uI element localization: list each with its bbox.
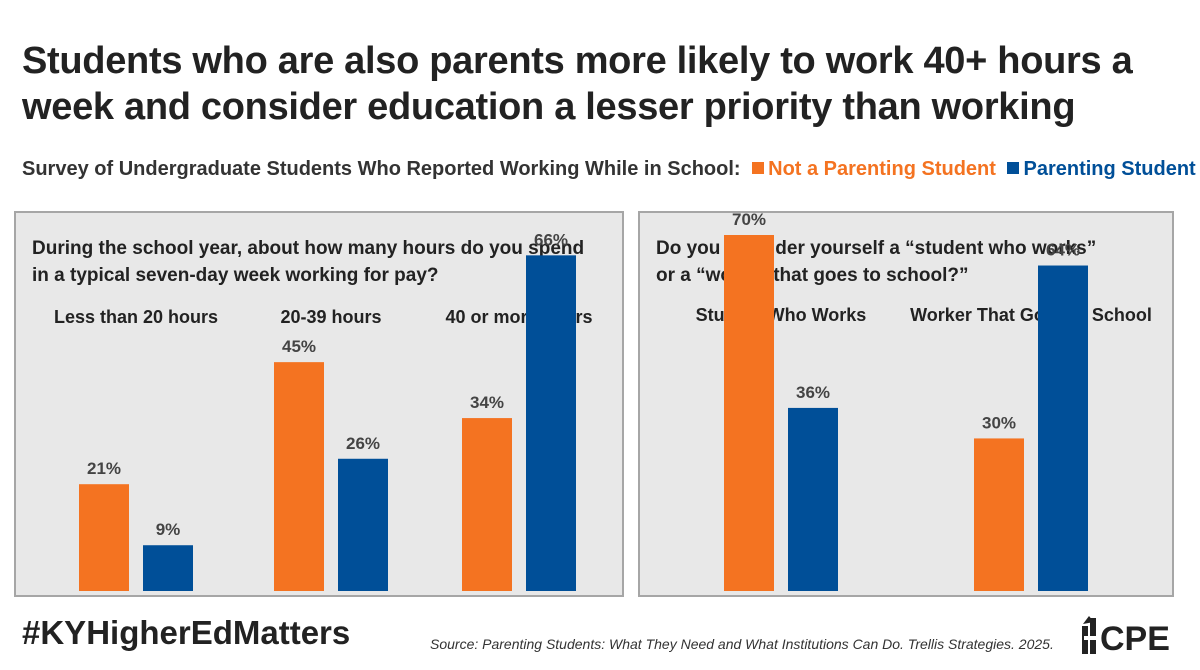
chart-panel-identity: Do you consider yourself a “student who … bbox=[638, 211, 1174, 597]
bar-chart-identity: Student Who Works 70% 36% Worker That Goes … bbox=[696, 213, 1152, 591]
legend-item-parenting: Parenting Student bbox=[1007, 158, 1196, 180]
bar-not-parenting bbox=[724, 235, 774, 591]
bar-parenting bbox=[1038, 265, 1088, 591]
bar-not-parenting bbox=[974, 438, 1024, 591]
bar-not-parenting bbox=[79, 484, 129, 591]
panel-question: During the school year, about how many h… bbox=[32, 235, 584, 289]
legend-prefix: Survey of Undergraduate Students Who Rep… bbox=[22, 158, 741, 180]
data-label: 9% bbox=[156, 520, 181, 539]
legend-label-not-parenting: Not a Parenting Student bbox=[768, 158, 996, 180]
legend: Survey of Undergraduate Students Who Rep… bbox=[22, 158, 1196, 181]
logo-text: CPE bbox=[1100, 620, 1170, 656]
category-label: 20-39 hours bbox=[280, 307, 381, 327]
bar-parenting bbox=[143, 545, 193, 591]
panel-question-line: During the school year, about how many h… bbox=[32, 238, 585, 259]
data-label: 34% bbox=[470, 393, 504, 412]
category-label: Worker That Goes to School bbox=[910, 305, 1152, 325]
source-note: Source: Parenting Students: What They Ne… bbox=[430, 636, 1054, 652]
category-label: Student Who Works bbox=[696, 305, 867, 325]
data-label: 30% bbox=[982, 413, 1016, 432]
data-label: 26% bbox=[346, 434, 380, 453]
hashtag: #KYHigherEdMatters bbox=[22, 614, 351, 651]
panel-question-line: in a typical seven-day week working for … bbox=[32, 265, 439, 286]
bar-parenting bbox=[788, 407, 838, 591]
data-label: 66% bbox=[534, 230, 568, 249]
bar-chart-hours: Less than 20 hours 21% 9% 20-39 hours 45% 26%… bbox=[54, 230, 593, 591]
bar-parenting bbox=[338, 458, 388, 591]
legend-swatch-parenting bbox=[1007, 162, 1020, 174]
bar-parenting bbox=[526, 255, 576, 591]
legend-label-parenting: Parenting Student bbox=[1023, 158, 1196, 180]
bar-not-parenting bbox=[274, 362, 324, 591]
data-label: 64% bbox=[1046, 241, 1080, 260]
data-label: 45% bbox=[282, 337, 316, 356]
chart-panel-hours: During the school year, about how many h… bbox=[14, 211, 624, 597]
chart-title: Students who are also parents more likel… bbox=[22, 40, 1133, 128]
data-label: 36% bbox=[796, 383, 830, 402]
logo-mark-icon bbox=[1082, 616, 1098, 654]
legend-item-not-parenting: Not a Parenting Student bbox=[752, 158, 1001, 180]
cpe-logo: CPE bbox=[1082, 616, 1170, 656]
data-label: 21% bbox=[87, 459, 121, 478]
bar-not-parenting bbox=[462, 418, 512, 591]
legend-swatch-not-parenting bbox=[752, 162, 765, 174]
category-label: Less than 20 hours bbox=[54, 307, 218, 327]
data-label: 70% bbox=[732, 213, 766, 229]
